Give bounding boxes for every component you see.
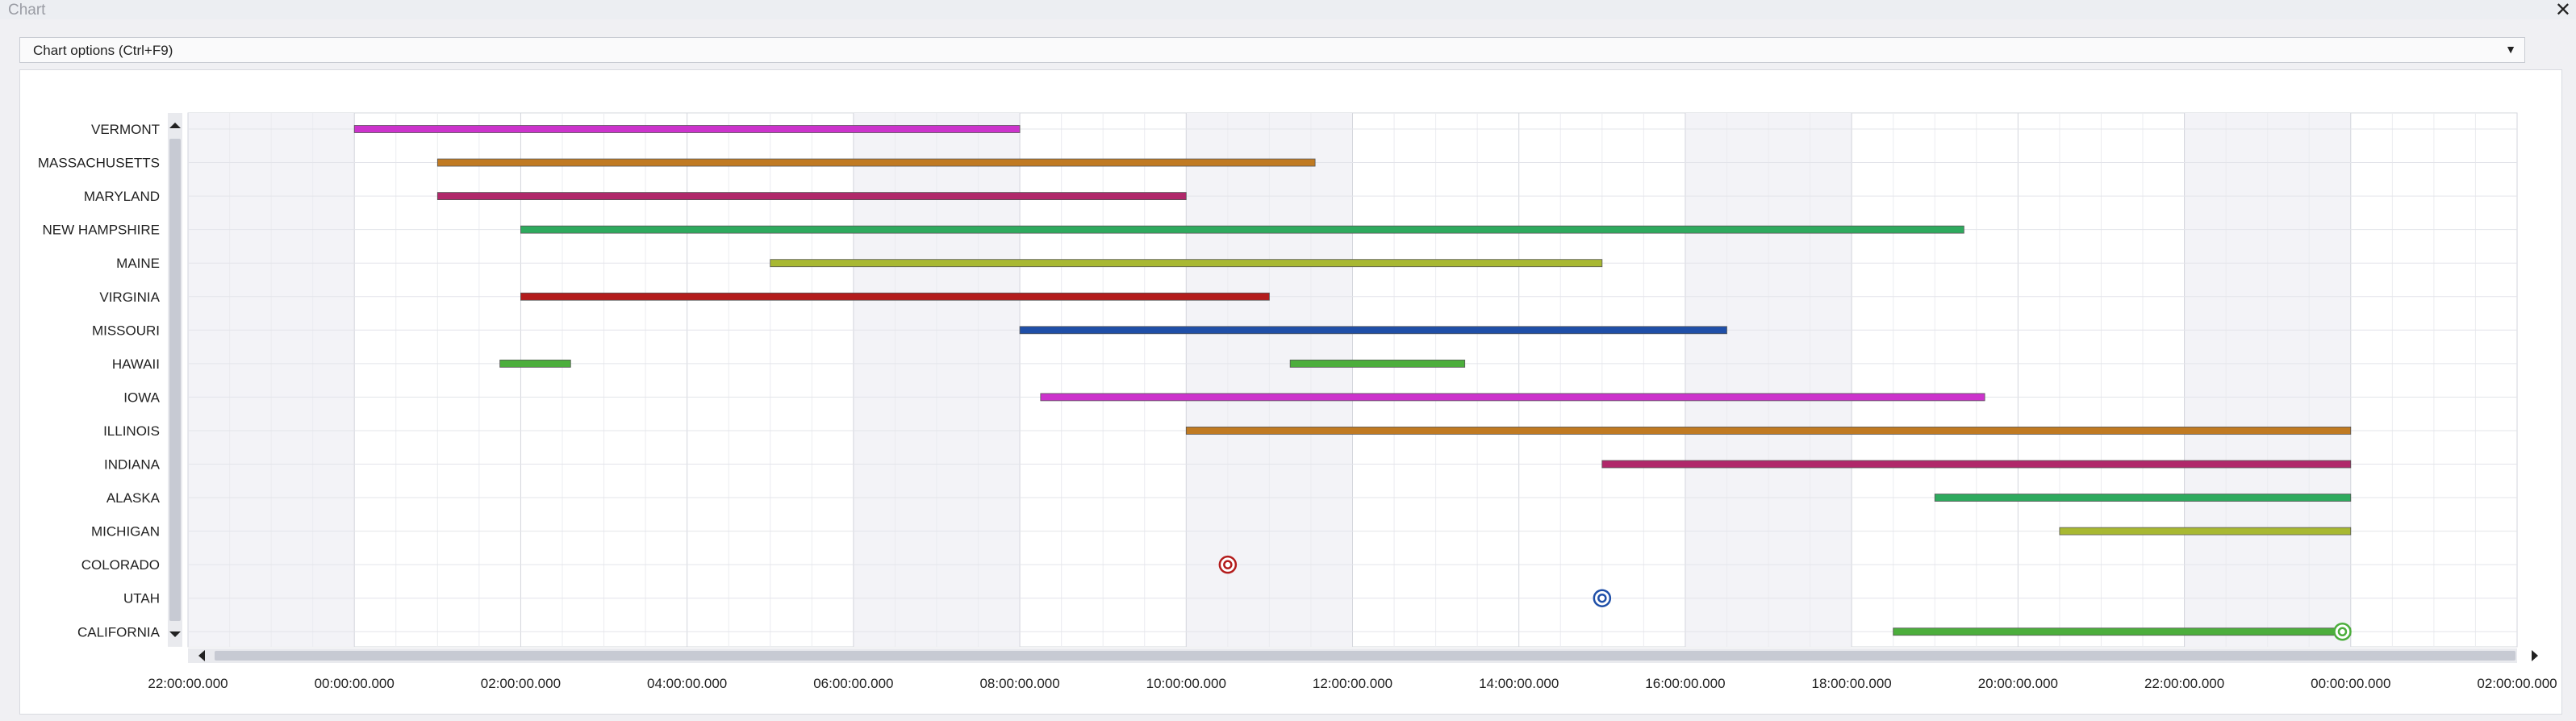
gantt-bar[interactable] [1601,460,2352,469]
gantt-bar[interactable] [520,292,1270,301]
gantt-bar[interactable] [1934,494,2352,502]
milestone-marker-core [2337,627,2348,636]
milestone-marker-core [1223,560,1233,569]
row-label: MASSACHUSETTS [38,156,160,171]
row-label: NEW HAMPSHIRE [43,223,160,238]
gantt-bar[interactable] [770,259,1603,268]
row-label: ILLINOIS [103,423,160,439]
milestone-marker-core [1597,593,1607,603]
x-tick-label: 22:00:00.000 [2144,676,2224,691]
window-titlebar: Chart ✕ [0,0,2576,21]
milestone-marker[interactable] [2333,623,2352,641]
gantt-bar[interactable] [353,125,1021,133]
row-label: VIRGINIA [99,290,160,305]
x-tick-label: 16:00:00.000 [1645,676,1725,691]
gantt-bar[interactable] [1040,393,1985,402]
x-tick-label: 14:00:00.000 [1479,676,1559,691]
gantt-bar[interactable] [520,225,1964,234]
x-tick-label: 10:00:00.000 [1146,676,1226,691]
row-label: MARYLAND [84,189,160,204]
vertical-scrollbar-thumb[interactable] [169,139,181,621]
x-tick-label: 20:00:00.000 [1978,676,2058,691]
row-label: MAINE [116,256,160,271]
x-tick-label: 06:00:00.000 [813,676,893,691]
scroll-down-arrow-icon[interactable] [169,631,181,637]
x-tick-label: 00:00:00.000 [315,676,395,691]
x-tick-label: 02:00:00.000 [481,676,561,691]
x-tick-label: 08:00:00.000 [979,676,1059,691]
caret-down-icon[interactable]: ▼ [2505,43,2516,56]
row-label: VERMONT [91,122,160,137]
row-label: IOWA [123,390,160,405]
row-label: ALASKA [106,490,161,506]
milestone-marker[interactable] [1593,589,1612,607]
gantt-bar[interactable] [436,192,1187,201]
row-label: INDIANA [104,457,161,473]
scroll-left-arrow-icon[interactable] [198,650,205,661]
gantt-bar[interactable] [1893,627,2352,636]
milestone-marker[interactable] [1218,555,1238,574]
gantt-bar[interactable] [1185,427,2352,435]
row-label: HAWAII [112,356,160,372]
gantt-bar[interactable] [1289,359,1466,368]
row-label: CALIFORNIA [77,624,161,640]
chart-options-label: Chart options (Ctrl+F9) [33,43,173,58]
close-icon[interactable]: ✕ [2554,0,2571,21]
row-label: MICHIGAN [91,524,160,540]
x-tick-label: 18:00:00.000 [1812,676,1892,691]
scroll-up-arrow-icon[interactable] [169,123,181,128]
row-label: COLORADO [81,557,160,573]
gantt-bar[interactable] [1019,326,1727,335]
x-tick-label: 00:00:00.000 [2311,676,2390,691]
horizontal-scrollbar-thumb[interactable] [215,651,2515,661]
x-tick-label: 22:00:00.000 [148,676,228,691]
chart-options-bar[interactable]: Chart options (Ctrl+F9) ▼ [19,37,2525,63]
x-tick-label: 12:00:00.000 [1313,676,1392,691]
x-tick-label: 02:00:00.000 [2477,676,2557,691]
row-label: UTAH [123,591,160,606]
gantt-bar[interactable] [436,158,1316,167]
scroll-right-arrow-icon[interactable] [2532,650,2538,661]
gantt-bar[interactable] [2059,527,2352,536]
row-label: MISSOURI [92,323,160,338]
x-tick-label: 04:00:00.000 [647,676,727,691]
gantt-bar[interactable] [499,359,571,368]
window-title: Chart [8,2,46,19]
